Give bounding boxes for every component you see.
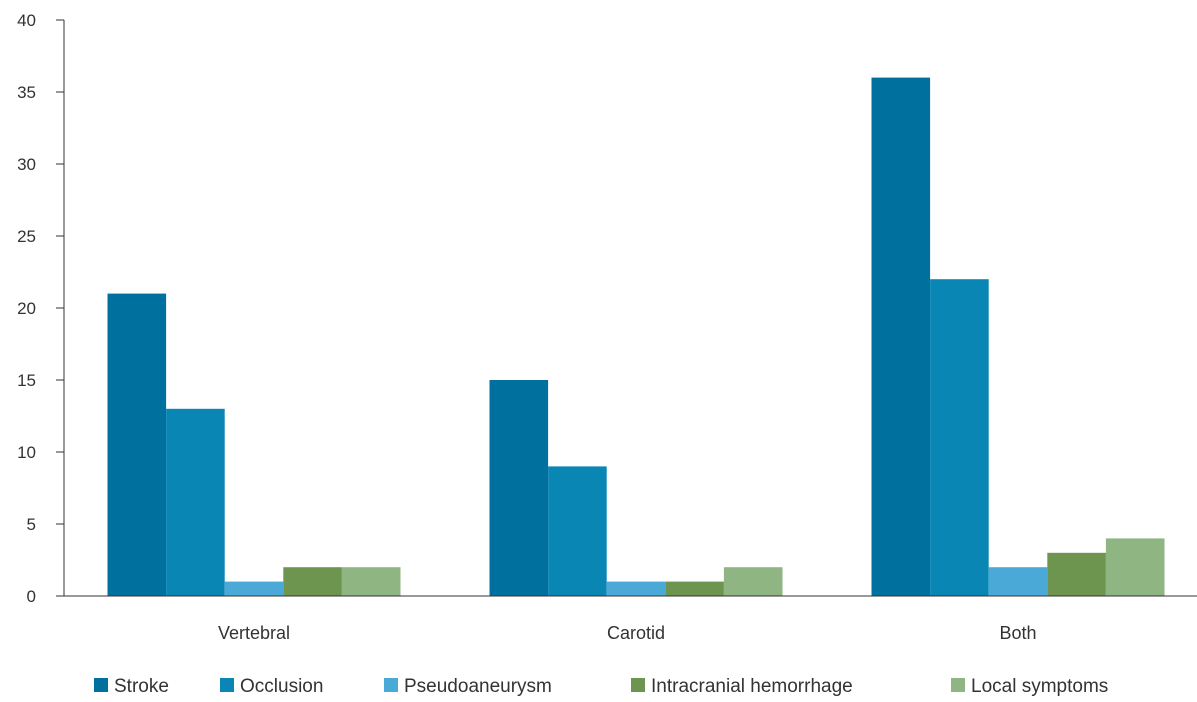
bar-intracranial-hemorrhage-vertebral: Intracranial hemorrhage - Vertebral: 2 — [283, 567, 342, 596]
y-tick-label: 35 — [17, 83, 36, 102]
y-tick-label: 15 — [17, 371, 36, 390]
bar-local-symptoms-both: Local symptoms - Both: 4 — [1105, 538, 1165, 596]
legend-swatch — [384, 678, 398, 692]
y-tick-label: 30 — [17, 155, 36, 174]
x-category-label: Carotid — [607, 623, 665, 643]
legend-label: Pseudoaneurysm — [404, 676, 552, 697]
y-tick-label: 10 — [17, 443, 36, 462]
bars: Stroke - Vertebral: 21Occlusion - Verteb… — [107, 77, 1165, 597]
legend-label: Stroke — [114, 676, 169, 697]
bar-occlusion-both: Occlusion - Both: 22 — [930, 279, 989, 596]
bar-pseudoaneurysm-vertebral: Pseudoaneurysm - Vertebral: 1 — [224, 581, 284, 596]
legend-swatch — [220, 678, 234, 692]
y-tick-label: 0 — [27, 587, 36, 606]
legend-swatch — [631, 678, 645, 692]
legend-item: Stroke — [94, 676, 169, 697]
y-tick-label: 40 — [17, 11, 36, 30]
y-tick-label: 20 — [17, 299, 36, 318]
x-category-label: Vertebral — [218, 623, 290, 643]
y-tick-label: 25 — [17, 227, 36, 246]
y-axis: 0 5 10 15 20 25 30 35 40 — [17, 11, 65, 606]
bar-stroke-both: Stroke - Both: 36 — [871, 77, 931, 597]
legend-item: Local symptoms — [951, 676, 1108, 697]
bar-local-symptoms-vertebral: Local symptoms - Vertebral: 2 — [341, 567, 401, 596]
legend-item: Pseudoaneurysm — [384, 676, 552, 697]
bar-local-symptoms-carotid: Local symptoms - Carotid: 2 — [723, 567, 783, 596]
bar-stroke-carotid: Stroke - Carotid: 15 — [489, 380, 549, 596]
legend-swatch — [951, 678, 965, 692]
bar-intracranial-hemorrhage-both: Intracranial hemorrhage - Both: 3 — [1047, 552, 1106, 596]
legend-label: Occlusion — [240, 676, 323, 697]
x-axis: Vertebral Carotid Both — [64, 595, 1197, 643]
bar-intracranial-hemorrhage-carotid: Intracranial hemorrhage - Carotid: 1 — [665, 581, 724, 596]
legend-item: Intracranial hemorrhage — [631, 676, 853, 697]
bar-pseudoaneurysm-both: Pseudoaneurysm - Both: 2 — [988, 567, 1048, 596]
bar-occlusion-carotid: Occlusion - Carotid: 9 — [548, 466, 607, 596]
bar-pseudoaneurysm-carotid: Pseudoaneurysm - Carotid: 1 — [606, 581, 666, 596]
legend-item: Occlusion — [220, 676, 323, 697]
bar-occlusion-vertebral: Occlusion - Vertebral: 13 — [166, 408, 225, 596]
legend-swatch — [94, 678, 108, 692]
legend-label: Intracranial hemorrhage — [651, 676, 853, 697]
legend-label: Local symptoms — [971, 676, 1108, 697]
legend: Stroke Occlusion Pseudoaneurysm Intracrania… — [94, 676, 1108, 697]
bar-stroke-vertebral: Stroke - Vertebral: 21 — [107, 293, 167, 596]
x-category-label: Both — [999, 623, 1036, 643]
y-tick-label: 5 — [27, 515, 36, 534]
